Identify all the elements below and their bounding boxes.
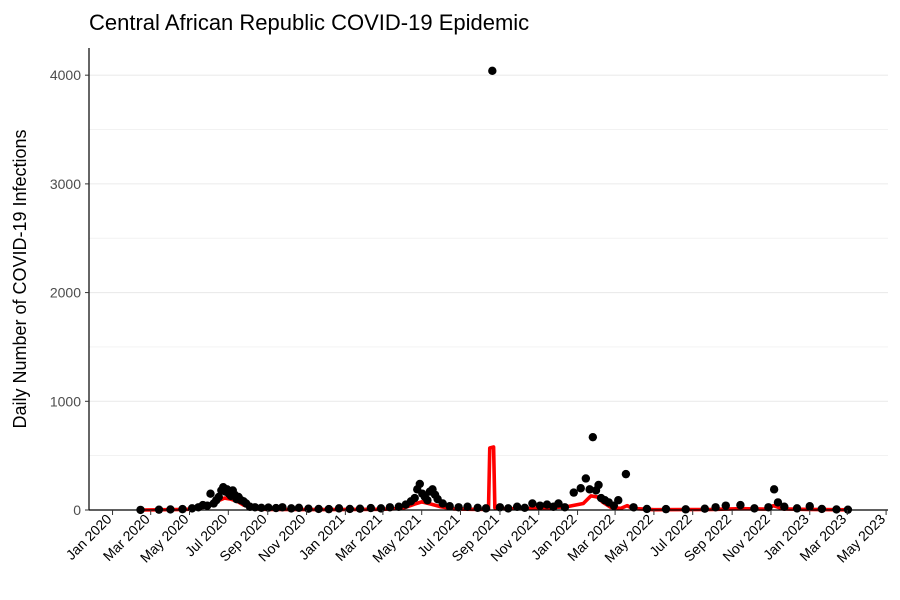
axes [88, 48, 888, 511]
y-axis-ticks: 0 1000 2000 3000 4000 [50, 67, 89, 518]
data-point [394, 502, 403, 511]
data-point [711, 503, 720, 512]
y-axis-label: Daily Number of COVID-19 Infections [10, 129, 30, 428]
data-point [488, 66, 497, 76]
data-point [250, 503, 260, 512]
data-point [445, 502, 454, 511]
data-point [415, 479, 424, 489]
y-tick-label: 4000 [50, 67, 81, 83]
data-point [454, 503, 463, 512]
data-point [576, 484, 585, 493]
y-tick-label: 2000 [50, 285, 81, 301]
data-point [463, 502, 472, 511]
data-point [585, 485, 594, 494]
data-point [750, 504, 759, 513]
data-point [542, 500, 552, 509]
data-point [614, 496, 623, 505]
data-point [304, 504, 313, 513]
y-tick-label: 0 [73, 502, 81, 518]
data-point [203, 501, 212, 510]
y-tick-label: 3000 [50, 176, 81, 192]
data-point [495, 503, 505, 512]
data-point [773, 498, 783, 507]
data-point [355, 504, 365, 513]
data-point [736, 500, 745, 510]
data-point [294, 503, 304, 513]
data-point [178, 504, 187, 514]
data-point [805, 502, 814, 511]
data-point [554, 499, 563, 508]
data-point [535, 501, 545, 510]
data-point [314, 504, 323, 514]
y-tick-label: 1000 [50, 393, 81, 409]
data-point [588, 432, 598, 442]
data-point [410, 493, 419, 503]
data-point [780, 502, 789, 511]
data-point [681, 505, 690, 514]
data-point [721, 501, 730, 510]
data-point [473, 503, 482, 513]
data-point [642, 504, 652, 514]
data-point [560, 503, 570, 512]
data-point [206, 489, 215, 498]
data-point [324, 504, 334, 514]
data-point [700, 504, 709, 513]
data-point [520, 503, 529, 513]
data-point [629, 503, 638, 512]
data-point [528, 499, 537, 508]
data-point [581, 474, 591, 483]
data-point [438, 499, 447, 508]
data-point [512, 502, 522, 511]
data-point [278, 503, 287, 512]
data-point [214, 492, 223, 502]
data-point [621, 469, 631, 479]
data-point [661, 504, 671, 514]
data-point [817, 504, 827, 514]
data-point [376, 504, 386, 513]
data-point [385, 503, 395, 512]
data-point [504, 504, 513, 513]
data-point [287, 504, 296, 513]
data-point [769, 485, 779, 494]
data-point [423, 496, 432, 505]
data-point [569, 488, 578, 497]
data-point [345, 504, 355, 514]
gridlines [89, 74, 888, 511]
data-point [764, 503, 773, 512]
chart-title: Central African Republic COVID-19 Epidem… [89, 10, 529, 35]
data-point [594, 480, 603, 490]
